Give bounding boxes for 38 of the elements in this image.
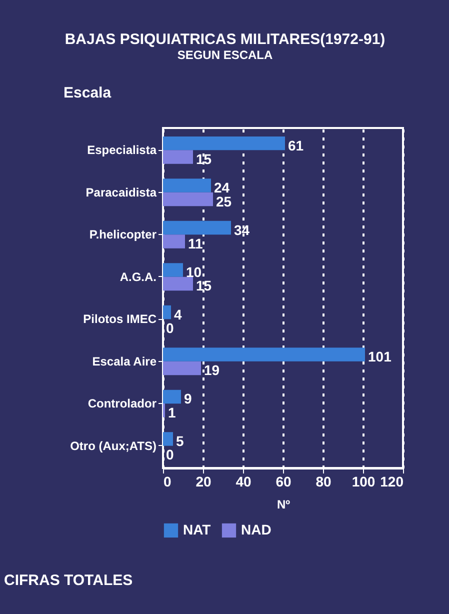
- data-label: 19: [204, 362, 220, 378]
- data-label: 24: [214, 180, 230, 196]
- y-axis-title: Escala: [64, 84, 112, 102]
- data-label: 0: [166, 446, 174, 463]
- x-axis-title: Nº: [276, 498, 291, 512]
- data-label: 15: [196, 278, 212, 294]
- x-tick-label: 80: [316, 474, 332, 490]
- data-label: 4: [174, 306, 182, 322]
- y-tick-label: Controlador: [88, 396, 157, 411]
- x-tick-label: 60: [276, 474, 292, 490]
- data-label: 1: [168, 404, 176, 420]
- y-tick-label: P.helicopter: [89, 228, 157, 242]
- data-label: 61: [288, 137, 304, 154]
- x-tick-label: 120: [380, 474, 404, 490]
- y-tick-label: Paracaidista: [86, 185, 157, 200]
- data-label: 0: [166, 320, 174, 336]
- x-tick-label: 20: [196, 474, 212, 490]
- legend-label: NAD: [241, 521, 272, 538]
- data-label: 5: [176, 432, 184, 449]
- data-label: 11: [188, 236, 204, 252]
- y-tick-label: Pilotos IMEC: [83, 312, 157, 326]
- data-label: 34: [234, 222, 250, 238]
- y-tick-label: Especialista: [87, 143, 157, 158]
- legend-label: NAT: [183, 521, 212, 538]
- y-tick-label: Otro (Aux;ATS): [70, 438, 156, 453]
- data-label: 9: [184, 390, 192, 407]
- x-tick-label: 40: [236, 474, 252, 490]
- data-label: 10: [186, 264, 202, 280]
- y-tick-label: A.G.A.: [120, 270, 156, 284]
- data-label: 101: [368, 348, 392, 364]
- x-tick-label: 0: [164, 474, 172, 490]
- y-tick-label: Escala Aire: [92, 354, 157, 368]
- chart-subtitle: SEGUN ESCALA: [177, 48, 274, 62]
- data-label: 25: [216, 193, 232, 210]
- chart-title: BAJAS PSIQUIATRICAS MILITARES(1972-91): [64, 31, 386, 48]
- x-tick-label: 100: [352, 474, 376, 490]
- data-label: 15: [196, 151, 212, 168]
- text: CIFRAS TOTALES: [4, 572, 133, 589]
